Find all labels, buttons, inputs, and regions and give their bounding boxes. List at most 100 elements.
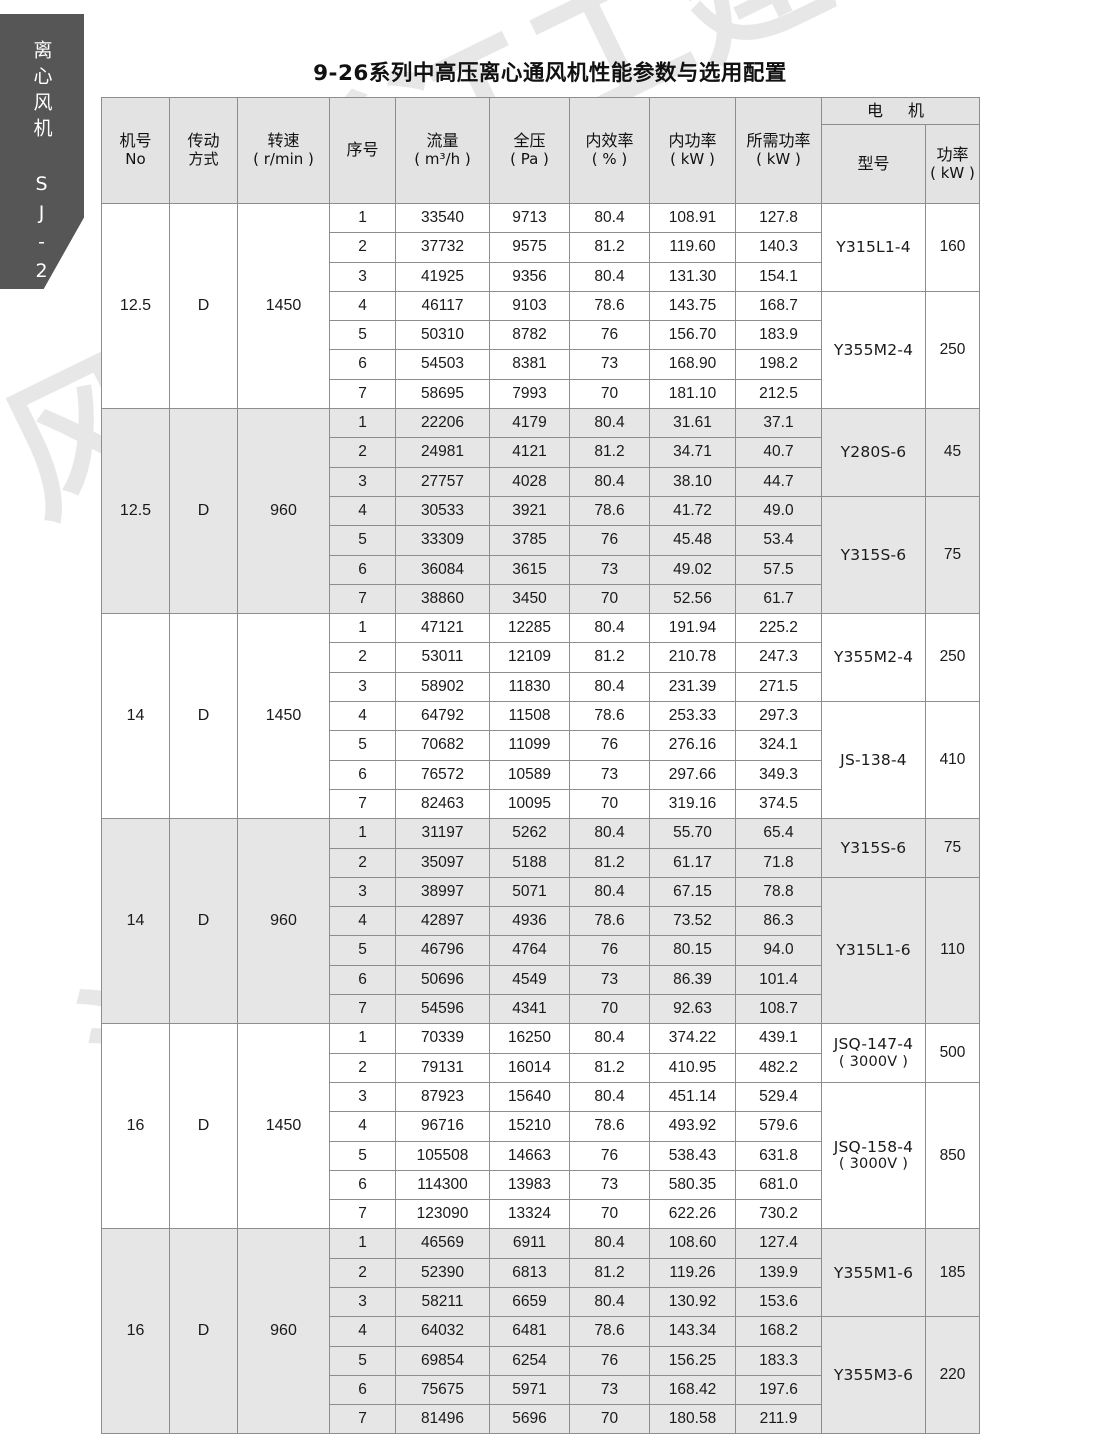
table-row: 6 36084 3615 73 49.02 57.5	[102, 554, 980, 585]
motor-model-name: Y315L1-6	[836, 941, 911, 960]
cell-seq: 7	[329, 583, 396, 615]
cell-seq: 2	[329, 642, 396, 673]
cell-required-power: 53.4	[735, 525, 822, 556]
header-machine-no-line2: No	[125, 150, 146, 169]
cell-required-power: 211.9	[735, 1404, 822, 1434]
cell-seq: 1	[329, 818, 396, 849]
cell-required-power: 482.2	[735, 1052, 822, 1083]
cell-motor-power: 45	[925, 408, 980, 497]
cell-efficiency: 73	[569, 964, 650, 996]
cell-required-power: 183.3	[735, 1345, 822, 1376]
cell-internal-power: 210.78	[649, 642, 736, 673]
cell-seq: 1	[329, 408, 396, 439]
cell-efficiency: 70	[569, 1199, 650, 1230]
header-flow-line1: 流量	[426, 131, 459, 151]
cell-seq: 5	[329, 935, 396, 966]
motor-model-name: JS-138-4	[840, 751, 907, 769]
cell-seq: 3	[329, 671, 396, 703]
cell-internal-power: 374.22	[649, 1023, 736, 1054]
cell-machine-no: 16	[101, 1228, 170, 1434]
cell-efficiency: 80.4	[569, 876, 650, 908]
table-row: 2 35097 5188 81.2 61.17 71.8	[102, 847, 980, 878]
cell-flow: 87923	[395, 1081, 490, 1113]
header-pressure-line2: ( Pa )	[510, 150, 549, 169]
cell-efficiency: 80.4	[569, 408, 650, 439]
cell-efficiency: 80.4	[569, 261, 650, 292]
cell-flow: 50310	[395, 320, 490, 351]
cell-pressure: 13324	[489, 1199, 570, 1230]
cell-internal-power: 168.42	[649, 1374, 736, 1406]
cell-efficiency: 70	[569, 994, 650, 1025]
cell-internal-power: 143.75	[649, 290, 736, 322]
cell-efficiency: 70	[569, 788, 650, 820]
cell-pressure: 12109	[489, 642, 570, 673]
cell-efficiency: 80.4	[569, 202, 650, 234]
cell-required-power: 439.1	[735, 1023, 822, 1054]
cell-internal-power: 319.16	[649, 788, 736, 820]
cell-internal-power: 61.17	[649, 847, 736, 878]
cell-seq: 6	[329, 349, 396, 380]
cell-pressure: 9713	[489, 202, 570, 234]
cell-required-power: 297.3	[735, 701, 822, 732]
cell-seq: 3	[329, 466, 396, 497]
cell-pressure: 6481	[489, 1316, 570, 1347]
cell-motor-power: 185	[925, 1228, 980, 1318]
cell-internal-power: 130.92	[649, 1286, 736, 1318]
cell-pressure: 14663	[489, 1140, 570, 1171]
cell-internal-power: 168.90	[649, 349, 736, 380]
cell-efficiency: 80.4	[569, 1286, 650, 1318]
cell-motor-power: 220	[925, 1316, 980, 1434]
cell-efficiency: 73	[569, 759, 650, 790]
cell-internal-power: 34.71	[649, 437, 736, 468]
cell-required-power: 197.6	[735, 1374, 822, 1406]
header-motor-power-line1: 功率	[936, 144, 969, 164]
cell-internal-power: 156.70	[649, 320, 736, 351]
motor-model-name: Y280S-6	[840, 443, 907, 462]
cell-motor-power: 250	[925, 290, 980, 410]
cell-efficiency: 76	[569, 730, 650, 761]
cell-flow: 46117	[395, 290, 490, 322]
cell-required-power: 681.0	[735, 1169, 822, 1201]
cell-pressure: 8381	[489, 349, 570, 380]
motor-model-name: Y355M1-6	[833, 1263, 914, 1282]
cell-seq: 5	[329, 1140, 396, 1171]
cell-required-power: 49.0	[735, 495, 822, 527]
cell-pressure: 4028	[489, 466, 570, 497]
header-motor-model: 型号	[821, 124, 926, 204]
table-row: 3 87923 15640 80.4 451.14 529.4 JSQ-158-4( 300…	[102, 1081, 980, 1230]
cell-required-power: 86.3	[735, 906, 822, 937]
cell-required-power: 44.7	[735, 466, 822, 497]
cell-internal-power: 52.56	[649, 583, 736, 615]
table-row: 6 114300 13983 73 580.35 681.0	[102, 1169, 980, 1201]
cell-efficiency: 80.4	[569, 1023, 650, 1054]
cell-internal-power: 143.34	[649, 1316, 736, 1347]
cell-required-power: 139.9	[735, 1257, 822, 1288]
cell-flow: 24981	[395, 437, 490, 468]
cell-internal-power: 493.92	[649, 1111, 736, 1142]
cell-flow: 69854	[395, 1345, 490, 1376]
cell-flow: 37732	[395, 232, 490, 263]
cell-pressure: 9575	[489, 232, 570, 263]
header-machine-no: 机号 No	[101, 97, 170, 204]
cell-flow: 70339	[395, 1023, 490, 1054]
cell-required-power: 529.4	[735, 1081, 822, 1113]
table-row: 2 37732 9575 81.2 119.60 140.3	[102, 232, 980, 263]
table-row: 14 D 960 1 31197 5262 80.4 55.70 65.4 Y315S-6 75	[101, 818, 980, 1025]
cell-motor-power: 75	[925, 495, 980, 615]
cell-efficiency: 81.2	[569, 232, 650, 263]
table-row: 7 82463 10095 70 319.16 374.5	[102, 788, 980, 820]
cell-seq: 5	[329, 730, 396, 761]
cell-seq: 6	[329, 1169, 396, 1201]
cell-efficiency: 76	[569, 1345, 650, 1376]
header-pressure: 全压 ( Pa )	[489, 97, 570, 204]
cell-internal-power: 231.39	[649, 671, 736, 703]
cell-internal-power: 191.94	[649, 613, 736, 644]
cell-efficiency: 78.6	[569, 1111, 650, 1142]
cell-efficiency: 78.6	[569, 701, 650, 732]
cell-internal-power: 80.15	[649, 935, 736, 966]
cell-required-power: 730.2	[735, 1199, 822, 1230]
cell-internal-power: 181.10	[649, 378, 736, 410]
cell-efficiency: 70	[569, 378, 650, 410]
table-row: 12.5 D 1450 1 33540 9713 80.4 108.91 127.8 Y315L1…	[101, 202, 980, 410]
table-header: 机号 No 传动 方式 转速 ( r/min ) 序号 流量 ( m³/h )	[101, 97, 980, 204]
